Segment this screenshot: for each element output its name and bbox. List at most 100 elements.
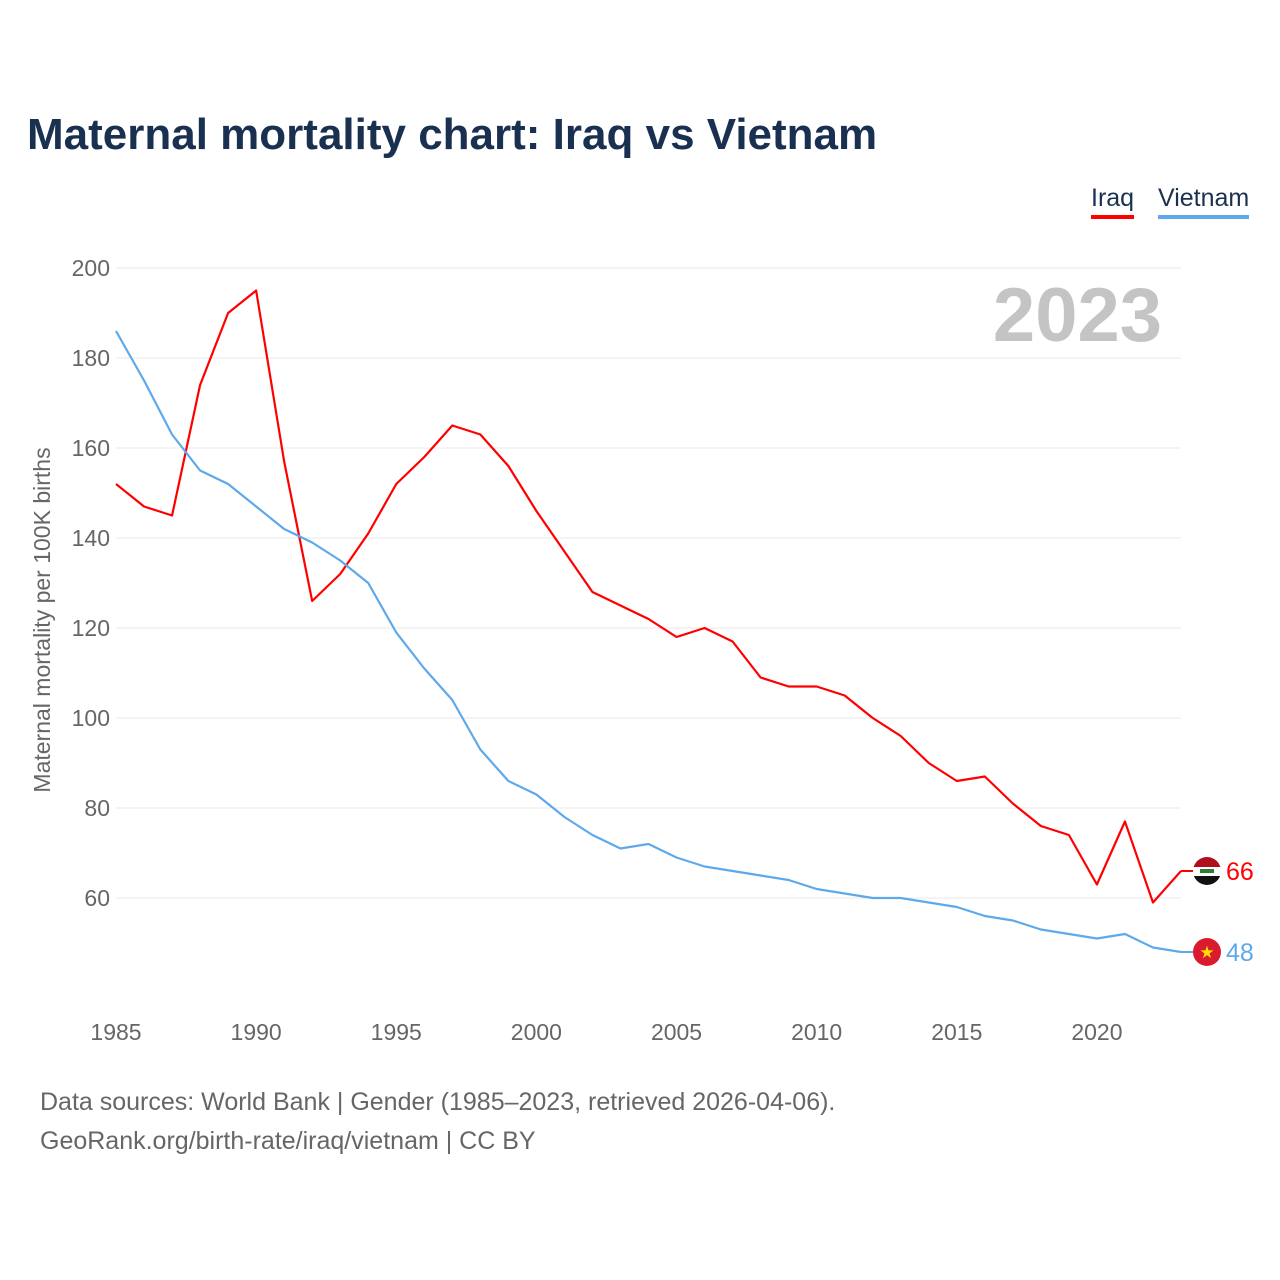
x-tick-label: 2000 [511, 1019, 562, 1045]
data-point [366, 532, 370, 536]
data-point [983, 914, 987, 918]
flag-red [1193, 857, 1221, 867]
data-point [450, 698, 454, 702]
data-point [422, 455, 426, 459]
data-point [1095, 883, 1099, 887]
data-point [170, 514, 174, 518]
y-tick-label: 60 [84, 885, 110, 911]
data-point [1011, 919, 1015, 923]
data-point [899, 734, 903, 738]
y-tick-label: 140 [72, 525, 110, 551]
data-point [534, 793, 538, 797]
data-point [422, 667, 426, 671]
data-point [1039, 824, 1043, 828]
data-point [1039, 928, 1043, 932]
legend-iraq[interactable]: Iraq [1091, 184, 1135, 219]
data-point [506, 779, 510, 783]
y-axis-label: Maternal mortality per 100K births [29, 447, 55, 792]
data-point [534, 509, 538, 513]
end-value-label: 48 [1226, 939, 1254, 967]
data-point [983, 775, 987, 779]
flag-star: ★ [1199, 943, 1214, 962]
iraq-flag-icon [1193, 857, 1221, 885]
x-tick-label: 1995 [371, 1019, 422, 1045]
data-point [1067, 932, 1071, 936]
end-value-label: 66 [1226, 858, 1254, 886]
flag-script [1200, 869, 1214, 873]
data-point [562, 550, 566, 554]
data-point [562, 815, 566, 819]
x-tick-label: 2010 [791, 1019, 842, 1045]
data-point [310, 541, 314, 545]
data-point [338, 572, 342, 576]
data-point [927, 901, 931, 905]
data-point [618, 847, 622, 851]
data-point [394, 631, 398, 635]
y-tick-label: 80 [84, 795, 110, 821]
data-point [815, 685, 819, 689]
y-tick-label: 200 [72, 255, 110, 281]
data-point [843, 694, 847, 698]
data-point [198, 383, 202, 387]
data-point [955, 905, 959, 909]
legend-vietnam[interactable]: Vietnam [1158, 184, 1250, 219]
data-point [366, 581, 370, 585]
chart-title: Maternal mortality chart: Iraq vs Vietna… [27, 110, 878, 159]
data-point [703, 626, 707, 630]
x-tick-label: 1985 [90, 1019, 141, 1045]
data-point [1123, 820, 1127, 824]
data-point [590, 590, 594, 594]
data-point [1123, 932, 1127, 936]
data-point [1095, 937, 1099, 941]
year-label: 2023 [992, 273, 1162, 358]
data-point [871, 896, 875, 900]
data-point [254, 505, 258, 509]
data-point [731, 869, 735, 873]
x-tick-label: 2020 [1071, 1019, 1122, 1045]
x-tick-label: 1990 [231, 1019, 282, 1045]
data-point [815, 887, 819, 891]
data-point [478, 433, 482, 437]
data-point [1151, 946, 1155, 950]
data-point [955, 779, 959, 783]
series-line-iraq [115, 289, 1182, 904]
data-point [142, 379, 146, 383]
data-point [787, 685, 791, 689]
data-point [450, 424, 454, 428]
data-point [170, 433, 174, 437]
data-point [114, 482, 118, 486]
y-tick-label: 100 [72, 705, 110, 731]
data-point [843, 892, 847, 896]
data-point [142, 505, 146, 509]
data-point [282, 460, 286, 464]
data-point [506, 464, 510, 468]
data-point [647, 842, 651, 846]
data-point [1067, 833, 1071, 837]
footer-attribution[interactable]: GeoRank.org/birth-rate/iraq/vietnam | CC… [40, 1127, 536, 1155]
data-point [731, 640, 735, 644]
x-tick-label: 2015 [931, 1019, 982, 1045]
data-point [226, 482, 230, 486]
data-point [198, 469, 202, 473]
data-point [871, 716, 875, 720]
data-point [394, 482, 398, 486]
flag-black [1193, 876, 1221, 885]
data-point [1011, 802, 1015, 806]
data-point [759, 676, 763, 680]
y-tick-label: 160 [72, 435, 110, 461]
y-tick-label: 120 [72, 615, 110, 641]
data-point [647, 617, 651, 621]
data-point [787, 878, 791, 882]
data-point [226, 311, 230, 315]
data-point [590, 833, 594, 837]
data-point [618, 604, 622, 608]
data-point [114, 329, 118, 333]
data-point [310, 599, 314, 603]
data-point [703, 865, 707, 869]
x-tick-label: 2005 [651, 1019, 702, 1045]
flag-red [1193, 938, 1221, 966]
y-tick-label: 180 [72, 345, 110, 371]
data-point [478, 748, 482, 752]
data-point [338, 559, 342, 563]
